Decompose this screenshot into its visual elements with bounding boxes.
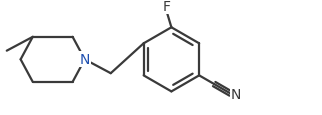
- Text: N: N: [231, 87, 241, 101]
- Text: F: F: [162, 0, 170, 13]
- Text: N: N: [80, 53, 90, 67]
